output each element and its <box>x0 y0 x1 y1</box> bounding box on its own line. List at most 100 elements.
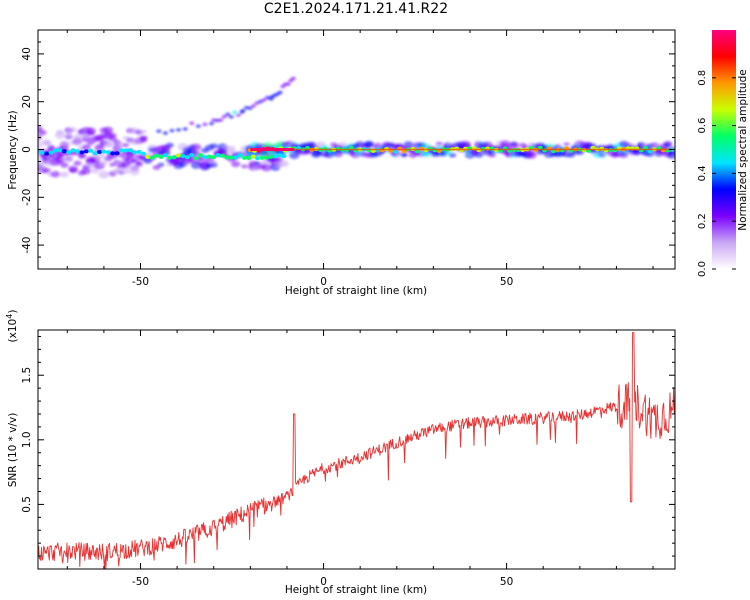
spectrogram-core-cell <box>83 149 89 154</box>
spectrogram-cell <box>508 142 519 150</box>
spectrogram-core-cell <box>162 153 168 158</box>
spectrogram-core-cell <box>136 149 142 154</box>
spectrogram-core-cell <box>74 149 81 154</box>
spectrogram-cell <box>666 151 675 159</box>
spectrogram-cell <box>42 140 51 146</box>
spectrogram-cell <box>140 136 147 141</box>
colorbar-tick-label: 0.2 <box>697 213 708 229</box>
spectrogram-core-cell <box>132 150 138 155</box>
spectrogram-branch-cell <box>285 82 291 86</box>
spectrogram-cell <box>563 142 570 147</box>
spectrogram-core-cell <box>255 156 261 161</box>
spectrogram-cell <box>86 130 95 136</box>
spectrogram-core-cell <box>96 149 103 154</box>
spectrogram-cell <box>98 170 110 179</box>
y-tick-label: 1.5 <box>21 367 33 384</box>
spectrogram-cell <box>38 135 43 142</box>
snr-panel: -50 0 50 0.5 1.0 1.5 Height of straight line … <box>5 310 676 596</box>
colorbar-tick-label: 0.4 <box>697 165 708 181</box>
spectrogram-core-cell <box>39 150 45 155</box>
spectrogram-core-cell <box>228 155 234 160</box>
spectrogram-ylabel: Frequency (Hz) <box>7 110 19 189</box>
spectrogram-core-cell <box>272 154 278 159</box>
spectrogram-core-cell <box>140 151 147 156</box>
spectrogram-cell <box>125 152 135 159</box>
spectrogram-cell <box>38 141 43 148</box>
spectrogram-branch-cell <box>235 113 241 117</box>
spectrogram-cell <box>69 167 78 174</box>
spectrogram-cell <box>160 149 171 157</box>
spectrogram-core-cell <box>88 148 94 153</box>
spectrogram-core-cell <box>277 153 283 158</box>
spectrogram-cell <box>140 129 147 134</box>
spectrogram-cell <box>94 144 105 152</box>
spectrogram-heatmap <box>38 76 675 179</box>
spectrogram-branch-cell <box>232 110 238 114</box>
spectrogram-cell <box>54 156 66 164</box>
spectrogram-core-cell <box>184 155 190 160</box>
spectrogram-core-cell <box>158 154 164 159</box>
spectrogram-core-cell <box>189 152 195 157</box>
spectrogram-cell <box>217 147 228 156</box>
spectrogram-cell <box>231 161 241 168</box>
spectrogram-branch-cell <box>261 98 267 102</box>
x-tick-label: 0 <box>320 276 327 288</box>
spectrogram-cell <box>59 171 69 178</box>
spectrogram-cell <box>460 140 472 149</box>
spectrogram-cell <box>261 163 272 172</box>
spectrogram-branch-cell <box>169 129 175 133</box>
spectrogram-core-cell <box>92 151 98 156</box>
spectrogram-branch-cell <box>247 106 253 110</box>
spectrogram-core-cell <box>44 151 50 156</box>
spectrogram-cell <box>81 144 91 151</box>
spectrogram-cell <box>69 127 77 133</box>
spectrogram-cell <box>59 140 69 147</box>
spectrogram-cell <box>121 167 131 174</box>
spectrogram-core-cell <box>233 155 239 160</box>
spectrogram-branch-cell <box>288 79 294 83</box>
colorbar-ticks: 0.0 0.2 0.4 0.6 0.8 <box>697 70 736 277</box>
spectrogram-cell <box>435 141 443 146</box>
spectrogram-core-cell <box>52 148 59 153</box>
spectrogram-core-cell <box>197 153 204 158</box>
x-tick-label: 50 <box>500 576 513 588</box>
colorbar-label: Normalized spectral amplitude <box>737 69 749 230</box>
spectrogram-cell <box>91 168 100 174</box>
snr-axes: -50 0 50 0.5 1.0 1.5 <box>21 330 675 588</box>
spectrogram-core-cell <box>202 155 208 160</box>
spectrogram-cell <box>209 143 218 149</box>
spectrogram-branch-cell <box>240 109 246 113</box>
spectrogram-cell <box>81 167 92 175</box>
spectrogram-cell <box>275 157 284 162</box>
spectrogram-core-cell <box>149 155 155 160</box>
y-tick-label: 0 <box>21 146 33 153</box>
spectrogram-core-cell <box>145 154 151 159</box>
snr-series-line <box>38 332 675 569</box>
spectrogram-core-cell <box>110 151 116 156</box>
spectrogram-cell <box>646 151 655 157</box>
y-tick-label: -20 <box>21 189 33 206</box>
y-tick-label: 1.0 <box>21 431 33 448</box>
spectrogram-cell <box>81 135 92 143</box>
spectrogram-core-cell <box>118 148 125 153</box>
spectrogram-core-cell <box>171 155 177 160</box>
spectrogram-branch-cell <box>258 99 264 104</box>
colorbar: 0.0 0.2 0.4 0.6 0.8 Normalized spectral ampl… <box>697 30 749 277</box>
spectrogram-core-cell <box>193 156 199 161</box>
spectrogram-cell <box>527 151 536 156</box>
spectrogram-core-cell <box>219 153 226 158</box>
snr-frame <box>37 329 676 570</box>
spectrogram-cell <box>108 136 117 142</box>
spectrogram-core-cell <box>127 148 133 153</box>
spectrogram-cell <box>241 164 248 169</box>
spectrogram-core-cell <box>281 154 287 159</box>
spectrogram-cell <box>54 131 66 139</box>
spectrogram-core-cell <box>105 150 111 155</box>
spectrogram-cell <box>157 162 165 167</box>
spectrogram-cell <box>209 162 218 168</box>
spectrogram-cell <box>598 153 606 157</box>
spectrogram-branch-cell <box>189 121 195 125</box>
snr-multiplier-close: ) <box>7 310 19 314</box>
spectrogram-cell <box>619 152 629 159</box>
spectrogram-cell <box>73 141 82 146</box>
